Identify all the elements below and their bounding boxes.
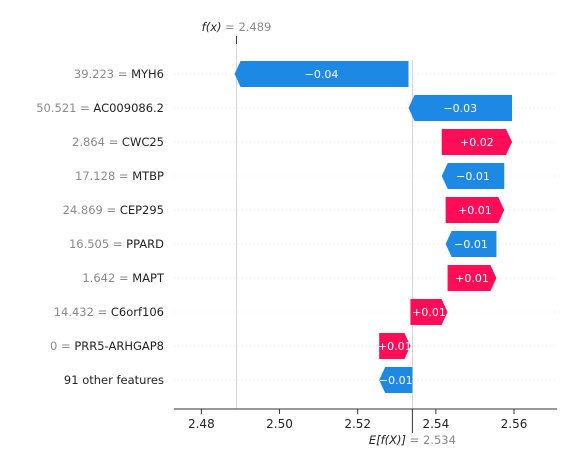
feature-label: 17.128 = MTBP xyxy=(75,169,164,183)
base-annotation: E[f(X)] = 2.534 xyxy=(369,409,456,447)
fx-annotation: f(x) = 2.489 xyxy=(202,20,272,44)
fx-annotation-text: f(x) = 2.489 xyxy=(202,20,272,34)
feature-value: 1.642 xyxy=(82,271,115,285)
feature-name: PRR5-ARHGAP8 xyxy=(74,339,164,353)
feature-value: 14.432 xyxy=(54,305,94,319)
feature-name: MYH6 xyxy=(131,67,164,81)
feature-eq: = xyxy=(57,339,74,353)
bars-group: −0.04 −0.03 +0.02 −0.01 +0.01 −0.01 +0.01 +0.01… xyxy=(234,61,513,393)
bar-neg xyxy=(445,231,497,257)
fx-value: 2.489 xyxy=(238,20,271,34)
bar-value-label: +0.01 xyxy=(455,272,489,285)
feature-eq: = xyxy=(114,67,131,81)
bar-value-label: +0.02 xyxy=(460,136,494,149)
feature-value: 24.869 xyxy=(63,203,103,217)
feature-value: 16.505 xyxy=(69,237,109,251)
x-axis: 2.48 2.50 2.52 2.54 2.56 xyxy=(174,408,557,431)
feature-label: 14.432 = C6orf106 xyxy=(54,305,164,319)
bar-neg xyxy=(408,95,513,121)
bar-value-label: −0.01 xyxy=(379,374,413,387)
base-annotation-text: E[f(X)] = 2.534 xyxy=(369,433,456,447)
feature-eq: = xyxy=(115,169,132,183)
fx-eq: = xyxy=(221,20,238,34)
bar-value-label: +0.01 xyxy=(458,204,492,217)
x-tick-label: 2.56 xyxy=(501,417,528,431)
feature-label: 16.505 = PPARD xyxy=(69,237,164,251)
feature-label: 0 = PRR5-ARHGAP8 xyxy=(50,339,164,353)
feature-eq: = xyxy=(103,203,120,217)
feature-value: 39.223 xyxy=(74,67,114,81)
feature-value: 0 xyxy=(50,339,57,353)
bar-pos xyxy=(379,333,411,359)
x-tick-label: 2.50 xyxy=(266,417,293,431)
feature-eq: = xyxy=(109,237,126,251)
bar-neg xyxy=(379,367,413,393)
bar-pos xyxy=(447,265,497,291)
bar-neg xyxy=(234,61,409,87)
base-value: 2.534 xyxy=(423,433,456,447)
feature-label: 24.869 = CEP295 xyxy=(63,203,164,217)
feature-name: CEP295 xyxy=(120,203,164,217)
x-tick-label: 2.54 xyxy=(422,417,449,431)
feature-name: 91 other features xyxy=(64,373,164,387)
feature-eq: = xyxy=(76,101,93,115)
bar-pos xyxy=(441,129,513,155)
feature-name: MTBP xyxy=(132,169,164,183)
feature-name: MAPT xyxy=(132,271,165,285)
fx-label: f(x) xyxy=(202,20,222,34)
feature-label: 2.864 = CWC25 xyxy=(72,135,164,149)
bar-value-label: −0.01 xyxy=(456,170,490,183)
bar-neg xyxy=(441,163,505,189)
feature-label: 91 other features xyxy=(64,373,164,387)
feature-label: 50.521 = AC009086.2 xyxy=(36,101,164,115)
feature-name: AC009086.2 xyxy=(93,101,164,115)
feature-name: C6orf106 xyxy=(111,305,164,319)
bar-value-label: −0.04 xyxy=(305,68,339,81)
feature-name: CWC25 xyxy=(122,135,164,149)
feature-value: 2.864 xyxy=(72,135,105,149)
base-eq: = xyxy=(406,433,423,447)
feature-eq: = xyxy=(94,305,111,319)
feature-label: 1.642 = MAPT xyxy=(82,271,165,285)
base-label: E[f(X)] xyxy=(369,433,406,447)
feature-label: 39.223 = MYH6 xyxy=(74,67,164,81)
x-tick-label: 2.52 xyxy=(344,417,371,431)
x-tick-label: 2.48 xyxy=(188,417,215,431)
bar-value-label: +0.01 xyxy=(412,306,446,319)
feature-name: PPARD xyxy=(126,237,164,251)
feature-value: 17.128 xyxy=(75,169,115,183)
bar-value-label: +0.01 xyxy=(378,340,412,353)
feature-eq: = xyxy=(115,271,132,285)
bar-value-label: −0.01 xyxy=(454,238,488,251)
x-ticks: 2.48 2.50 2.52 2.54 2.56 xyxy=(188,409,527,431)
feature-value: 50.521 xyxy=(36,101,76,115)
feature-eq: = xyxy=(105,135,122,149)
feature-labels: 39.223 = MYH6 50.521 = AC009086.2 2.864 = … xyxy=(36,67,165,387)
bar-pos xyxy=(410,299,448,325)
bar-pos xyxy=(445,197,505,223)
bar-value-label: −0.03 xyxy=(443,102,477,115)
